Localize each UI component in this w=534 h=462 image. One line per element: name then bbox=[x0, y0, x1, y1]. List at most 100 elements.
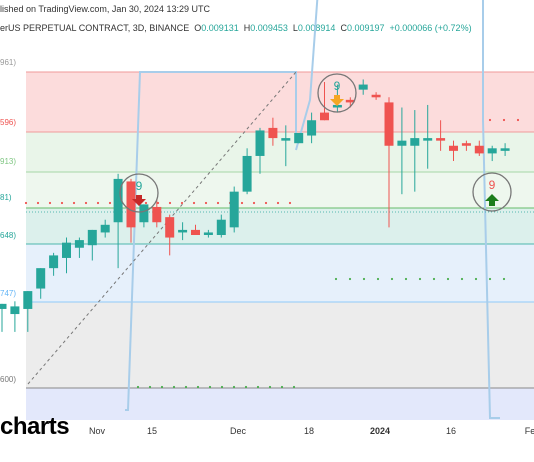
candle-down bbox=[345, 99, 355, 103]
support-dot bbox=[232, 385, 236, 389]
fib-band-6 bbox=[26, 302, 534, 388]
resistance-dot bbox=[72, 201, 76, 205]
fib-band-top bbox=[26, 72, 534, 132]
td-count-label: 9 bbox=[334, 79, 341, 93]
support-dot bbox=[404, 277, 408, 281]
symbol-name: erUS PERPETUAL CONTRACT, 3D, BINANCE bbox=[0, 23, 190, 33]
td-signal-circle bbox=[317, 73, 357, 113]
support-dot bbox=[488, 277, 492, 281]
fib-band-4 bbox=[26, 208, 534, 244]
fib-band-5 bbox=[26, 244, 534, 302]
resistance-dot bbox=[60, 201, 64, 205]
candle-up bbox=[10, 306, 20, 315]
candle-up bbox=[358, 84, 368, 90]
resistance-dot bbox=[288, 201, 292, 205]
resistance-dot bbox=[156, 201, 160, 205]
candle-up bbox=[74, 240, 84, 248]
high-value: 0.009453 bbox=[250, 23, 288, 33]
change-value: +0.000066 (+0.72%) bbox=[389, 23, 472, 33]
support-dot bbox=[460, 277, 464, 281]
candle-up bbox=[216, 219, 226, 235]
td-signal-circle bbox=[119, 173, 159, 213]
x-tick-label: 15 bbox=[147, 426, 157, 436]
support-dot bbox=[208, 385, 212, 389]
candle-up bbox=[49, 255, 59, 269]
support-dot bbox=[184, 385, 188, 389]
support-dot bbox=[292, 385, 296, 389]
fib-band-3 bbox=[26, 172, 534, 208]
td-count-label: 9 bbox=[489, 178, 496, 192]
x-tick-label: 16 bbox=[446, 426, 456, 436]
candle-up bbox=[229, 191, 239, 228]
channel-upper-line bbox=[125, 71, 297, 411]
resistance-dot bbox=[488, 118, 492, 122]
support-dot bbox=[390, 277, 394, 281]
fib-bands bbox=[26, 71, 534, 420]
support-dot bbox=[220, 385, 224, 389]
resistance-dot bbox=[96, 201, 100, 205]
candle-up bbox=[410, 138, 420, 146]
candle-up bbox=[397, 140, 407, 146]
candle-up bbox=[423, 138, 433, 141]
fib-level-label: 961) bbox=[0, 58, 16, 67]
high-label: H bbox=[243, 23, 251, 33]
candle-up bbox=[203, 232, 213, 235]
support-dot bbox=[334, 277, 338, 281]
close-value: 0.009197 bbox=[346, 23, 385, 33]
candle-up bbox=[487, 148, 497, 154]
resistance-dot bbox=[168, 201, 172, 205]
x-tick-label: Fe bbox=[525, 426, 534, 436]
candle-up bbox=[255, 130, 265, 156]
fib-level-labels: 961) 596) 913) 81) 648) 747) 600) bbox=[0, 58, 16, 384]
td-signal-circle bbox=[472, 172, 512, 212]
candle-up bbox=[332, 104, 342, 108]
candle-down bbox=[474, 145, 484, 154]
down-arrow-icon bbox=[330, 95, 344, 106]
support-dot bbox=[446, 277, 450, 281]
td-markers: 9 9 9 bbox=[119, 73, 512, 213]
fib-level-label: 600) bbox=[0, 375, 16, 384]
candle-up bbox=[62, 242, 71, 258]
candle-down bbox=[371, 94, 381, 98]
x-tick-label: Nov bbox=[89, 426, 106, 436]
resistance-dot bbox=[276, 201, 280, 205]
up-arrow-icon bbox=[485, 194, 499, 206]
candles bbox=[0, 79, 510, 332]
fib-band-bottom bbox=[26, 388, 534, 420]
support-dot bbox=[256, 385, 260, 389]
candle-up bbox=[178, 229, 188, 233]
support-dot bbox=[362, 277, 366, 281]
candle-up bbox=[23, 291, 33, 309]
resistance-dot bbox=[84, 201, 88, 205]
resistance-dot bbox=[204, 201, 208, 205]
trend-dashed-line bbox=[27, 71, 297, 385]
resistance-dot bbox=[216, 201, 220, 205]
support-dot bbox=[432, 277, 436, 281]
published-header: lished on TradingView.com, Jan 30, 2024 … bbox=[0, 4, 210, 14]
resistance-dot bbox=[192, 201, 196, 205]
candle-down bbox=[384, 102, 394, 146]
candle-up bbox=[294, 133, 304, 144]
open-label: O bbox=[194, 23, 202, 33]
resistance-dot bbox=[502, 118, 506, 122]
x-tick-label: 18 bbox=[304, 426, 314, 436]
low-value: 0.008914 bbox=[297, 23, 336, 33]
close-label: C bbox=[340, 23, 347, 33]
candle-down bbox=[152, 206, 162, 223]
candle-down bbox=[461, 143, 471, 146]
low-label: L bbox=[292, 23, 298, 33]
x-tick-label: Dec bbox=[230, 426, 247, 436]
fib-band-2 bbox=[26, 132, 534, 172]
open-value: 0.009131 bbox=[201, 23, 239, 33]
channel-line-3 bbox=[482, 0, 500, 419]
support-dot bbox=[280, 385, 284, 389]
fib-level-label: 596) bbox=[0, 118, 16, 127]
support-dot bbox=[348, 277, 352, 281]
resistance-dot bbox=[264, 201, 268, 205]
candle-up bbox=[281, 138, 291, 141]
candle-down bbox=[126, 181, 136, 228]
candle-down bbox=[165, 217, 175, 238]
candle-up bbox=[139, 204, 149, 223]
support-dot bbox=[172, 385, 176, 389]
